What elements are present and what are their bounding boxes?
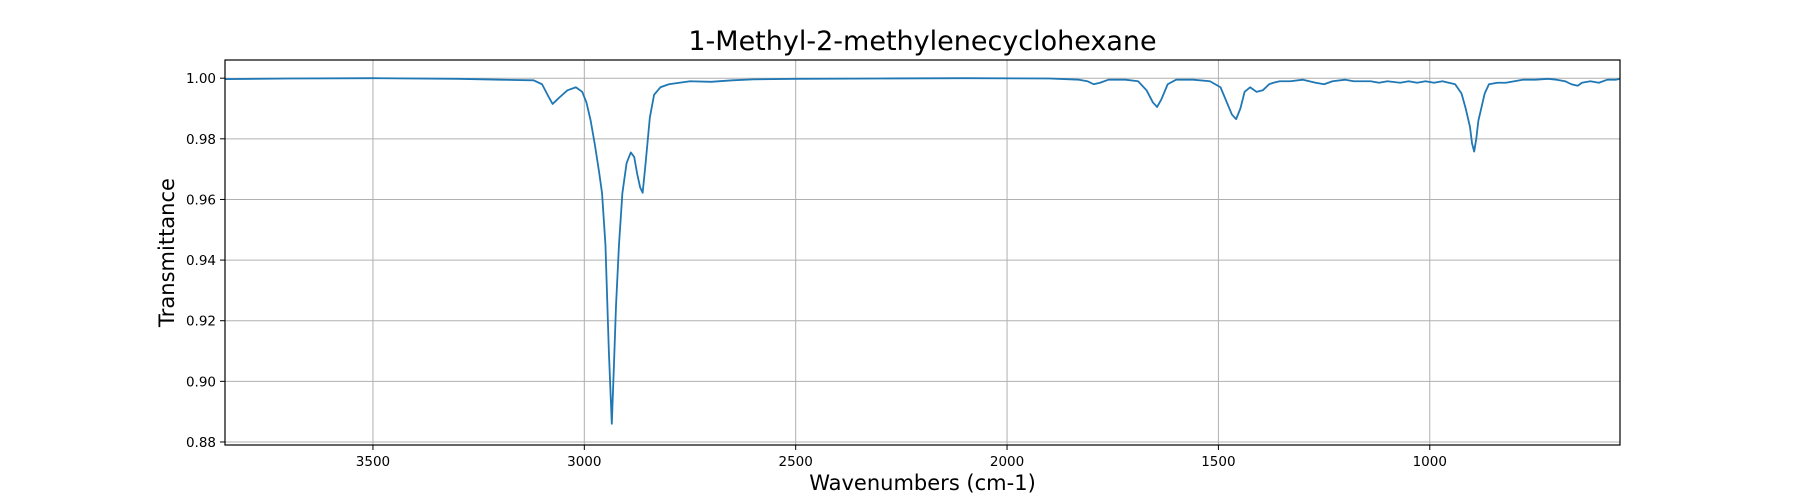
x-tick-label: 1500 [1201,454,1235,470]
y-tick-label: 0.94 [186,253,216,269]
chart-title: 1-Methyl-2-methylenecyclohexane [688,26,1156,57]
x-tick-label: 2500 [779,454,813,470]
x-tick-label: 1000 [1413,454,1447,470]
x-tick-label: 3500 [356,454,390,470]
x-tick-label: 3000 [567,454,601,470]
y-axis-label: Transmittance [155,178,179,328]
x-axis-label: Wavenumbers (cm-1) [809,471,1036,495]
y-tick-label: 0.88 [186,435,216,451]
y-tick-label: 1.00 [186,71,216,87]
y-tick-label: 0.90 [186,374,216,390]
series-layer [224,77,1621,425]
spectrum-line [224,77,1621,425]
y-tick-label: 0.98 [186,132,216,148]
y-tick-label: 0.92 [186,314,216,330]
y-tick-label: 0.96 [186,192,216,208]
plot-frame [224,59,1621,446]
axis-ticks: 3500 3000 2500 2000 1500 1000 0.88 0.90 0.92 0.94… [186,71,1447,470]
x-tick-label: 2000 [990,454,1024,470]
